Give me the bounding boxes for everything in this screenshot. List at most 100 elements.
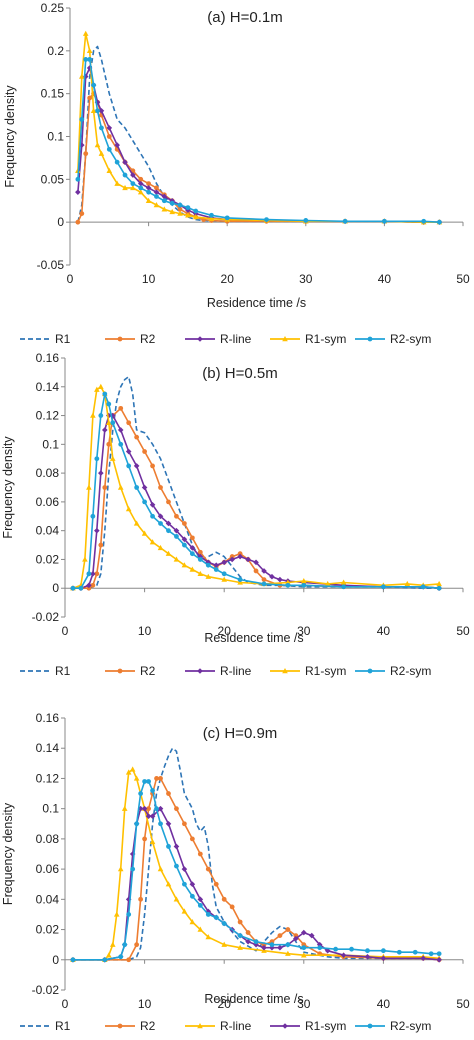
x-tick-label: 10: [138, 997, 152, 1011]
data-point: [106, 134, 112, 139]
legend-item: R2: [105, 1019, 156, 1033]
legend-item: R1: [20, 332, 71, 346]
data-point: [82, 556, 88, 562]
data-point: [185, 205, 191, 211]
y-tick-label: 0.1: [42, 802, 59, 816]
legend-label: R1: [55, 1019, 71, 1033]
series-r2-sym: [70, 391, 442, 591]
data-point: [117, 427, 124, 433]
data-point: [189, 919, 196, 925]
data-point: [237, 551, 243, 557]
data-point: [182, 821, 187, 827]
legend-marker: [197, 336, 203, 342]
data-point: [213, 915, 219, 920]
data-point: [197, 553, 204, 560]
data-point: [138, 185, 144, 191]
series-line: [73, 407, 440, 590]
data-point: [301, 945, 307, 951]
y-tick-label: 0.15: [41, 87, 65, 101]
data-point: [209, 212, 214, 218]
data-point: [381, 948, 386, 954]
x-tick-label: 10: [142, 272, 156, 286]
data-point: [70, 957, 76, 963]
data-point: [303, 218, 309, 223]
data-point: [141, 484, 148, 491]
data-point: [189, 535, 195, 541]
data-point: [83, 151, 89, 157]
data-point: [189, 566, 196, 572]
chart-title: (c) H=0.9m: [203, 725, 278, 742]
series-r1: [73, 375, 440, 590]
data-point: [301, 952, 307, 958]
data-point: [261, 944, 267, 951]
y-tick-label: 0.06: [36, 862, 60, 876]
data-point: [428, 951, 434, 957]
data-point: [237, 553, 243, 560]
x-tick-label: 50: [456, 997, 470, 1011]
legend-label: R2-sym: [390, 332, 431, 346]
data-point: [75, 176, 81, 182]
legend-label: R1-sym: [305, 664, 346, 678]
data-point: [118, 954, 124, 960]
y-tick-label: 0.12: [36, 409, 60, 423]
data-point: [436, 956, 442, 963]
data-point: [224, 215, 230, 221]
series-line: [73, 780, 440, 961]
data-point: [134, 485, 140, 490]
series-line: [77, 45, 440, 223]
data-point: [113, 911, 120, 917]
data-point: [90, 412, 96, 418]
data-point: [181, 536, 188, 543]
legend-item: R-line: [185, 332, 252, 346]
data-point: [75, 189, 81, 195]
data-point: [86, 571, 92, 577]
x-axis-label: Residence time /s: [204, 992, 303, 1006]
data-point: [381, 584, 386, 590]
data-point: [301, 929, 307, 936]
legend-marker: [367, 1023, 373, 1029]
data-point: [158, 776, 163, 781]
data-point: [87, 95, 93, 101]
data-point: [145, 197, 152, 203]
data-point: [86, 47, 93, 54]
data-point: [285, 950, 291, 956]
data-point: [110, 420, 116, 426]
legend-marker: [197, 668, 203, 674]
y-tick-label: 0.2: [47, 44, 64, 58]
data-point: [237, 577, 243, 582]
data-point: [98, 413, 104, 418]
x-tick-label: 30: [297, 997, 311, 1011]
data-point: [293, 935, 299, 942]
y-tick-label: 0: [52, 953, 59, 967]
data-point: [342, 218, 348, 224]
data-point: [78, 142, 85, 148]
y-tick-label: 0: [52, 581, 59, 595]
data-point: [133, 775, 140, 781]
data-point: [117, 866, 124, 872]
y-tick-label: 0.1: [42, 437, 59, 451]
y-axis-label: Frequency density: [1, 802, 15, 905]
data-point: [221, 559, 227, 566]
legend-item: R2-sym: [355, 664, 431, 678]
series-line: [77, 67, 440, 223]
data-point: [205, 573, 212, 579]
data-point: [205, 562, 211, 568]
data-point: [137, 180, 144, 187]
y-tick-label: 0.16: [36, 351, 60, 365]
data-point: [150, 788, 155, 793]
data-point: [181, 866, 188, 872]
data-point: [197, 557, 203, 562]
data-point: [122, 942, 128, 948]
data-point: [138, 896, 144, 902]
legend-item: R1-sym: [270, 664, 346, 678]
data-point: [133, 520, 140, 526]
data-point: [277, 933, 283, 938]
data-point: [75, 219, 81, 225]
data-point: [213, 562, 220, 568]
legend-marker: [282, 1023, 288, 1029]
data-point: [182, 521, 187, 526]
legend-label: R1: [55, 664, 71, 678]
data-point: [192, 210, 199, 217]
data-point: [90, 582, 96, 588]
